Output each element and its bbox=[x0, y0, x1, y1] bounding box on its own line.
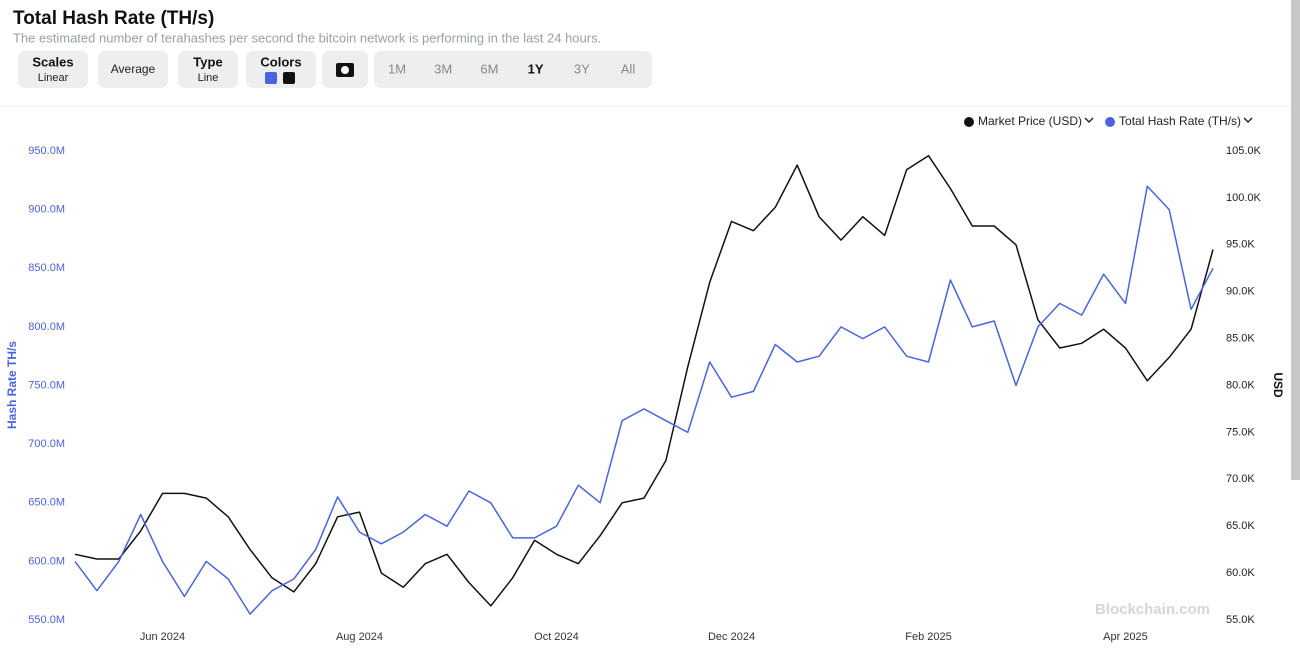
page-subtitle: The estimated number of terahashes per s… bbox=[13, 30, 601, 45]
y2-axis-title: USD bbox=[1271, 372, 1285, 398]
range-button[interactable]: 1M bbox=[388, 61, 406, 76]
x-tick-label: Feb 2025 bbox=[905, 631, 951, 643]
range-button[interactable]: All bbox=[621, 61, 636, 76]
y-tick-label: 600.0M bbox=[28, 555, 65, 567]
y2-tick-label: 95.0K bbox=[1226, 239, 1255, 251]
y2-tick-label: 105.0K bbox=[1226, 145, 1262, 157]
y-tick-label: 800.0M bbox=[28, 321, 65, 333]
y-axis-title: Hash Rate TH/s bbox=[5, 341, 19, 429]
button-sublabel: Line bbox=[198, 72, 219, 84]
y2-tick-label: 55.0K bbox=[1226, 614, 1255, 626]
y2-tick-label: 100.0K bbox=[1226, 192, 1262, 204]
legend-label[interactable]: Market Price (USD) bbox=[978, 114, 1082, 128]
range-group bbox=[374, 51, 652, 88]
y2-tick-label: 60.0K bbox=[1226, 567, 1255, 579]
y-tick-label: 850.0M bbox=[28, 262, 65, 274]
watermark: Blockchain.com bbox=[1095, 601, 1210, 618]
y-tick-label: 950.0M bbox=[28, 145, 65, 157]
color-swatch[interactable] bbox=[265, 72, 277, 84]
x-tick-label: Aug 2024 bbox=[336, 631, 383, 643]
y2-tick-label: 70.0K bbox=[1226, 473, 1255, 485]
toolbar-button[interactable] bbox=[98, 51, 168, 88]
y2-tick-label: 65.0K bbox=[1226, 520, 1255, 532]
legend-chevron bbox=[1243, 117, 1253, 123]
y-tick-label: 750.0M bbox=[28, 379, 65, 391]
range-button[interactable]: 3Y bbox=[574, 61, 590, 76]
page-title: Total Hash Rate (TH/s) bbox=[13, 8, 214, 29]
x-tick-label: Apr 2025 bbox=[1103, 631, 1148, 643]
toolbar-button[interactable] bbox=[178, 51, 238, 88]
toolbar-button[interactable] bbox=[246, 51, 316, 88]
button-label: Scales bbox=[32, 54, 73, 69]
range-button[interactable]: 1Y bbox=[528, 61, 544, 76]
y-tick-label: 650.0M bbox=[28, 497, 65, 509]
button-label: Colors bbox=[260, 54, 301, 69]
legend-chevron bbox=[1084, 117, 1094, 123]
button-sublabel: Linear bbox=[38, 72, 69, 84]
series-line bbox=[74, 154, 1214, 607]
button-label: Average bbox=[111, 62, 156, 76]
x-tick-label: Dec 2024 bbox=[708, 631, 755, 643]
x-tick-label: Jun 2024 bbox=[140, 631, 185, 643]
color-swatch[interactable] bbox=[283, 72, 295, 84]
y2-tick-label: 75.0K bbox=[1226, 426, 1255, 438]
toolbar-button[interactable] bbox=[18, 51, 88, 88]
x-tick-label: Oct 2024 bbox=[534, 631, 579, 643]
y-tick-label: 900.0M bbox=[28, 204, 65, 216]
range-button[interactable]: 6M bbox=[480, 61, 498, 76]
range-button[interactable]: 3M bbox=[434, 61, 452, 76]
y-tick-label: 700.0M bbox=[28, 438, 65, 450]
y2-tick-label: 90.0K bbox=[1226, 286, 1255, 298]
y-tick-label: 550.0M bbox=[28, 614, 65, 626]
button-label: Type bbox=[193, 54, 222, 69]
scrollbar[interactable] bbox=[1291, 0, 1300, 480]
camera-lens bbox=[341, 66, 349, 74]
y2-tick-label: 80.0K bbox=[1226, 379, 1255, 391]
legend-label[interactable]: Total Hash Rate (TH/s) bbox=[1119, 114, 1241, 128]
legend-marker[interactable] bbox=[1105, 117, 1116, 127]
series-line bbox=[74, 185, 1214, 615]
legend-marker[interactable] bbox=[964, 117, 974, 127]
y2-tick-label: 85.0K bbox=[1226, 333, 1255, 345]
